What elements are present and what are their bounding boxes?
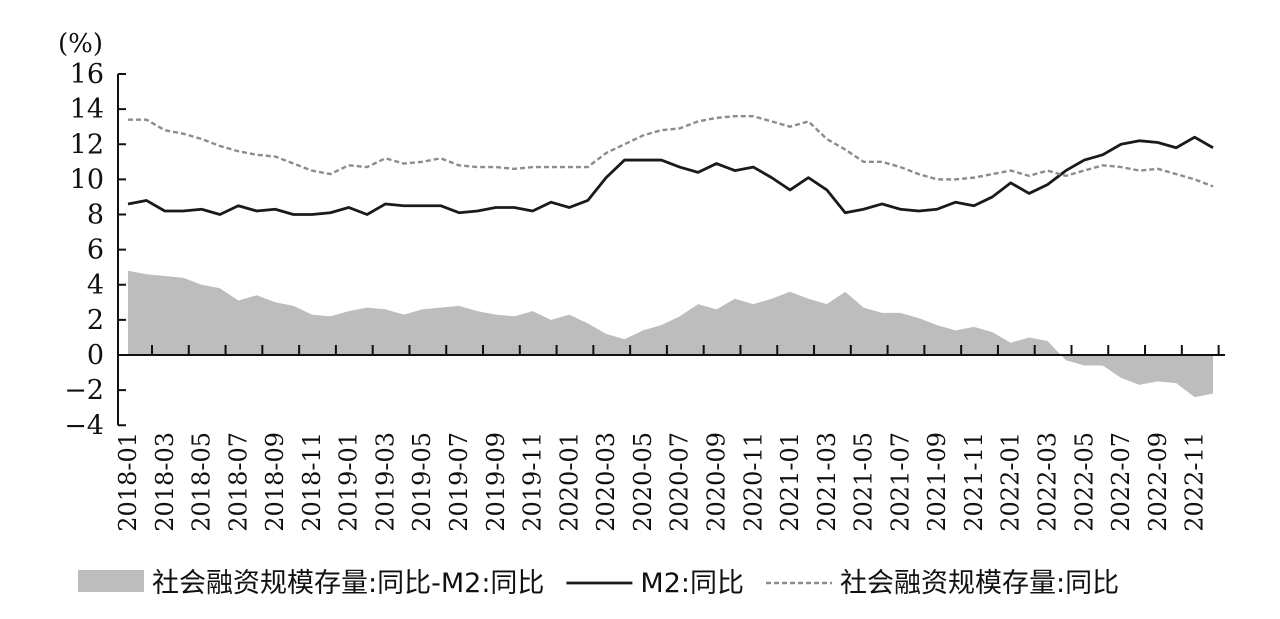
x-tick-label: 2018-01	[114, 432, 142, 532]
x-tick-label: 2018-09	[261, 432, 289, 532]
x-tick-label: 2021-05	[850, 432, 878, 532]
x-tick-label: 2022-09	[1144, 432, 1172, 532]
y-tick-label: 16	[70, 59, 104, 90]
line-series-layer	[127, 114, 1214, 216]
y-unit-label: (%)	[58, 29, 103, 59]
series-area-0	[128, 270, 1213, 398]
y-tick-label: 10	[70, 164, 104, 195]
x-tick-label: 2019-05	[408, 432, 436, 532]
legend-swatch-area	[78, 570, 144, 592]
series-line-1	[127, 135, 1214, 216]
y-tick-label: 8	[87, 200, 104, 231]
x-tick-label: 2020-01	[555, 432, 583, 532]
x-tick-label: 2020-07	[666, 432, 694, 532]
y-tick-label: −4	[64, 410, 104, 441]
y-tick-label: −2	[64, 375, 104, 406]
x-tick-label: 2020-05	[629, 432, 657, 532]
x-tick-label: 2021-01	[776, 432, 804, 532]
series-line-2	[128, 114, 1214, 188]
legend-label: 社会融资规模存量:同比	[840, 568, 1119, 599]
x-tick-label: 2021-07	[886, 432, 914, 532]
x-tick-label: 2022-03	[1033, 432, 1061, 532]
x-tick-label: 2022-07	[1107, 432, 1135, 532]
y-tick-label: 14	[70, 94, 104, 125]
legend-label: 社会融资规模存量:同比-M2:同比	[152, 568, 544, 599]
y-tick-label: 6	[87, 235, 104, 266]
x-tick-label: 2018-03	[151, 432, 179, 532]
y-tick-label: 2	[87, 305, 104, 336]
x-tick-label: 2019-07	[445, 432, 473, 532]
x-tick-label: 2018-07	[224, 432, 252, 532]
x-tick-label: 2019-01	[335, 432, 363, 532]
axes: 16 14 12 10 8 6 4 2 0 −2 −4 2018-01 2018-03 2018-05 20…	[64, 59, 1225, 532]
y-tick-label: 0	[87, 340, 104, 371]
x-tick-label: 2021-09	[923, 432, 951, 532]
x-tick-label: 2022-11	[1181, 432, 1209, 532]
x-tick-label: 2020-03	[592, 432, 620, 532]
x-tick-label: 2019-03	[371, 432, 399, 532]
legend: 社会融资规模存量:同比-M2:同比 M2:同比 社会融资规模存量:同比	[78, 568, 1119, 599]
x-tick-label: 2020-11	[739, 432, 767, 532]
x-tick-label: 2019-11	[519, 432, 547, 532]
x-tick-label: 2018-05	[188, 432, 216, 532]
area-series-layer	[128, 270, 1213, 398]
y-tick-label: 12	[70, 129, 104, 160]
legend-label: M2:同比	[640, 568, 744, 599]
x-tick-label: 2021-11	[960, 432, 988, 532]
x-tick-label: 2022-01	[997, 432, 1025, 532]
x-tick-label: 2019-09	[482, 432, 510, 532]
x-tick-label: 2018-11	[298, 432, 326, 532]
x-tick-label: 2021-03	[813, 432, 841, 532]
y-tick-label: 4	[87, 270, 104, 301]
x-tick-label: 2020-09	[702, 432, 730, 532]
x-tick-label: 2022-05	[1070, 432, 1098, 532]
